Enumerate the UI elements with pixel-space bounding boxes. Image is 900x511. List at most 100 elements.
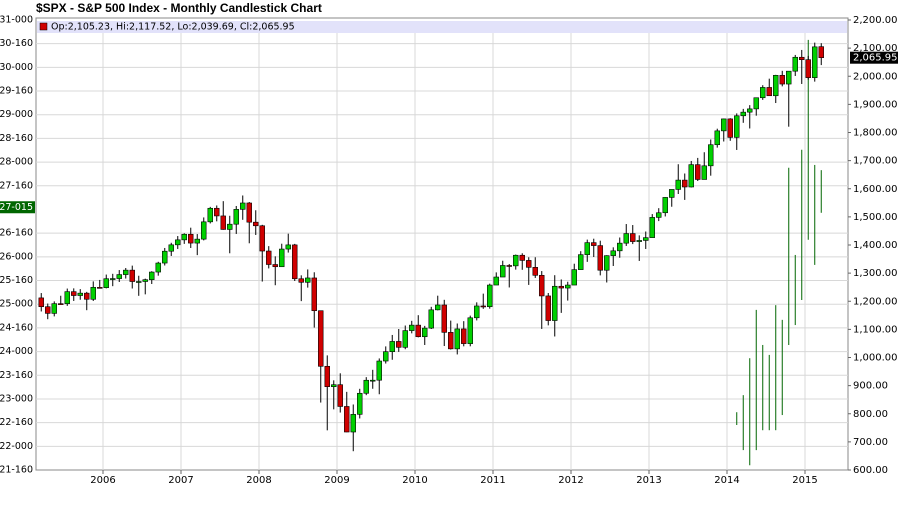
candle-body bbox=[805, 59, 811, 78]
candle-body bbox=[110, 278, 116, 280]
chart-title: $SPX - S&P 500 Index - Monthly Candlesti… bbox=[36, 1, 322, 15]
candle-body bbox=[792, 56, 798, 72]
candle-body bbox=[493, 276, 499, 286]
y-tick-label: 600.00 bbox=[853, 465, 888, 476]
candle-body bbox=[415, 324, 421, 338]
candle-body bbox=[259, 225, 265, 252]
candle-body bbox=[266, 250, 272, 265]
candle-body bbox=[220, 215, 226, 230]
y-tick-label: 1,200.00 bbox=[853, 296, 898, 307]
candle-body bbox=[207, 207, 213, 223]
y2-tick-label: 27-160 bbox=[0, 180, 33, 191]
y2-tick-label: 31-000 bbox=[0, 15, 33, 26]
x-tick-label: 2006 bbox=[90, 475, 115, 486]
candle-body bbox=[142, 279, 148, 282]
y-tick-label: 1,700.00 bbox=[853, 156, 898, 167]
y2-tick-label: 28-160 bbox=[0, 133, 33, 144]
candle-body bbox=[591, 242, 597, 246]
candle-body bbox=[558, 285, 564, 289]
candle-body bbox=[688, 164, 694, 188]
candle-body bbox=[168, 244, 174, 252]
plot-area bbox=[35, 17, 849, 471]
candle-body bbox=[532, 267, 538, 276]
y2-tick-label: 30-000 bbox=[0, 62, 33, 73]
candle-body bbox=[383, 351, 389, 362]
y2-tick-label: 22-160 bbox=[0, 417, 33, 428]
candle-body bbox=[669, 189, 675, 198]
legend-band bbox=[37, 21, 847, 33]
y2-tick-label: 26-000 bbox=[0, 251, 33, 262]
candle-body bbox=[38, 297, 44, 308]
candle-body bbox=[240, 202, 246, 210]
y2-tick-label: 26-160 bbox=[0, 228, 33, 239]
candle-body bbox=[311, 277, 317, 312]
candle-body bbox=[188, 233, 194, 244]
y-tick-label: 2,200.00 bbox=[853, 15, 898, 26]
candle-body bbox=[422, 327, 428, 338]
candle-body bbox=[90, 287, 96, 300]
candle-body bbox=[480, 305, 486, 308]
candle-body bbox=[727, 118, 733, 138]
y2-tick-label: 30-160 bbox=[0, 38, 33, 49]
candle-body bbox=[318, 310, 324, 367]
y2-tick-label: 23-000 bbox=[0, 393, 33, 404]
candle-body bbox=[84, 292, 90, 300]
candle-body bbox=[526, 260, 532, 268]
plot-layer: 21-160 22-000 22-160 23-000 23-160 24-000 24-1… bbox=[0, 15, 898, 486]
y2-last-box bbox=[0, 201, 35, 214]
candle-body bbox=[818, 46, 824, 59]
candle-body bbox=[350, 414, 356, 433]
candle-body bbox=[695, 164, 701, 180]
x-tick-label: 2013 bbox=[636, 475, 661, 486]
x-tick-label: 2014 bbox=[714, 475, 739, 486]
y-tick-label: 1,600.00 bbox=[853, 184, 898, 195]
x-tick-label: 2012 bbox=[558, 475, 583, 486]
candle-body bbox=[402, 330, 408, 348]
y2-tick-label: 29-000 bbox=[0, 109, 33, 120]
candle-body bbox=[292, 244, 298, 280]
candle-body bbox=[714, 130, 720, 146]
candle-body bbox=[643, 237, 649, 241]
candle-body bbox=[753, 97, 759, 110]
candle-body bbox=[116, 274, 122, 279]
candle-body bbox=[370, 379, 376, 382]
candle-body bbox=[162, 250, 168, 264]
y-tick-label: 2,000.00 bbox=[853, 71, 898, 82]
candle-body bbox=[734, 115, 740, 138]
candle-body bbox=[760, 87, 766, 99]
candle-body bbox=[279, 248, 285, 268]
candle-body bbox=[45, 306, 51, 314]
candle-body bbox=[363, 379, 369, 394]
y-tick-label: 900.00 bbox=[853, 381, 888, 392]
candle-body bbox=[578, 254, 584, 270]
candle-body bbox=[786, 70, 792, 85]
candle-body bbox=[513, 254, 519, 267]
candle-body bbox=[344, 406, 350, 433]
candle-body bbox=[519, 254, 525, 261]
last-price-box bbox=[850, 51, 898, 64]
candle-body bbox=[331, 384, 337, 387]
y-tick-label: 1,400.00 bbox=[853, 240, 898, 251]
candle-body bbox=[103, 278, 109, 288]
candle-body bbox=[201, 221, 207, 240]
candle-body bbox=[389, 341, 395, 353]
candle-body bbox=[721, 118, 727, 132]
candle-body bbox=[194, 238, 200, 244]
candle-body bbox=[682, 179, 688, 188]
candle-body bbox=[337, 384, 343, 407]
x-tick-label: 2015 bbox=[792, 475, 817, 486]
candle-body bbox=[565, 284, 571, 289]
candle-body bbox=[136, 281, 142, 283]
y-tick-label: 2,100.00 bbox=[853, 43, 898, 54]
candle-body bbox=[630, 233, 636, 242]
candle-body bbox=[175, 239, 181, 246]
y-tick-label: 800.00 bbox=[853, 409, 888, 420]
candle-body bbox=[617, 242, 623, 252]
candle-body bbox=[812, 46, 818, 78]
y2-tick-label: 24-160 bbox=[0, 322, 33, 333]
candle-body bbox=[71, 291, 77, 296]
candle-body bbox=[747, 108, 753, 113]
candle-body bbox=[51, 303, 57, 314]
candle-body bbox=[253, 221, 259, 227]
